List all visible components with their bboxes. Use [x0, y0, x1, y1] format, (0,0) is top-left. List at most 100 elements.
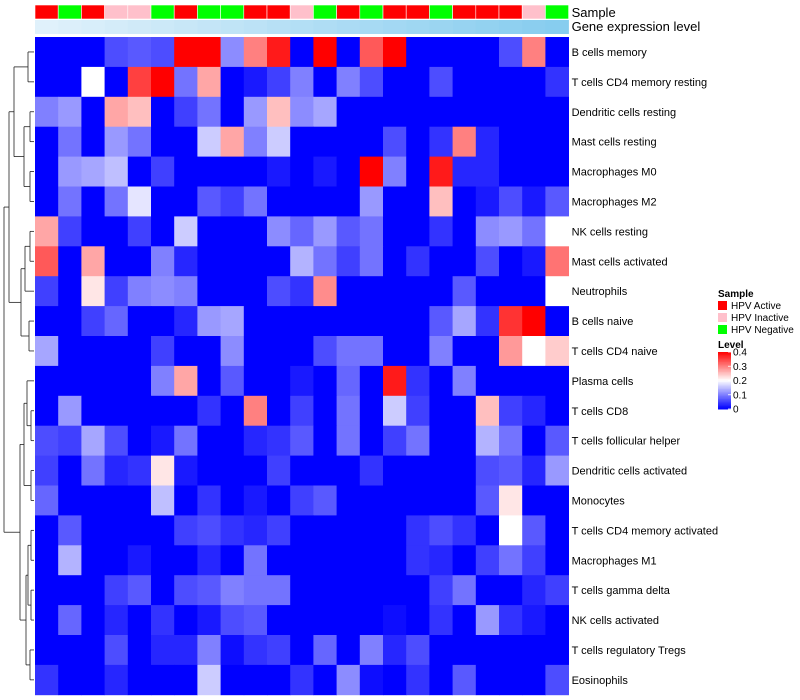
- sample-annotation-cell: [34, 4, 59, 20]
- heatmap-cell: [383, 545, 407, 576]
- heatmap-cell: [267, 156, 291, 187]
- heatmap-cell: [151, 336, 175, 367]
- heatmap-cell: [81, 186, 105, 217]
- row-label: Macrophages M0: [572, 167, 657, 179]
- row-label: Monocytes: [572, 495, 626, 507]
- heatmap-cell: [81, 336, 105, 367]
- heatmap-cell: [336, 246, 361, 277]
- level-legend-gradient-step: [718, 352, 731, 354]
- level-legend-gradient-step: [718, 374, 731, 377]
- heatmap-cell: [452, 246, 477, 277]
- expression-annotation-bar: [35, 20, 569, 34]
- level-legend-gradient-step: [718, 356, 731, 359]
- heatmap-cell: [35, 306, 59, 337]
- heatmap-cell: [104, 575, 129, 606]
- heatmap-cell: [243, 664, 268, 696]
- heatmap-cell: [197, 664, 221, 696]
- row-label: Mast cells resting: [572, 137, 657, 149]
- sample-annotation-cell: [243, 4, 268, 20]
- heatmap-cell: [151, 365, 175, 397]
- heatmap-cell: [475, 425, 500, 456]
- heatmap-cell: [499, 545, 523, 576]
- heatmap-cell: [499, 425, 523, 456]
- heatmap-cell: [220, 336, 245, 367]
- heatmap-cell: [127, 545, 152, 576]
- heatmap-cell: [522, 96, 546, 128]
- heatmap-cell: [545, 37, 569, 68]
- heatmap-cell: [383, 246, 407, 277]
- heatmap-cell: [429, 395, 453, 427]
- heatmap-cell: [151, 485, 175, 516]
- heatmap-cell: [58, 37, 82, 68]
- heatmap-cell: [104, 306, 129, 337]
- heatmap-cell: [58, 216, 82, 247]
- heatmap-cell: [545, 336, 569, 367]
- heatmap-cell: [452, 395, 477, 427]
- level-legend-gradient-step: [718, 401, 731, 404]
- heatmap-cell: [359, 156, 384, 187]
- heatmap-cell: [267, 96, 291, 128]
- heatmap-cell: [545, 276, 569, 307]
- heatmap-cell: [104, 156, 129, 187]
- heatmap-cell: [429, 515, 453, 546]
- heatmap-cell: [267, 186, 291, 217]
- heatmap-cell: [35, 126, 59, 157]
- row-label: Plasma cells: [572, 376, 634, 388]
- heatmap-cell: [243, 515, 268, 546]
- heatmap-cell: [290, 575, 314, 606]
- heatmap-cell: [174, 605, 198, 636]
- expression-annotation-cell: [452, 20, 477, 34]
- row-labels: B cells memory T cells CD4 memory resting…: [572, 47, 719, 687]
- heatmap-cell: [104, 605, 129, 636]
- heatmap-cell: [522, 365, 546, 397]
- heatmap-cell: [336, 545, 361, 576]
- heatmap-cell: [545, 605, 569, 636]
- sample-annotation-cell: [545, 4, 569, 20]
- heatmap-cell: [313, 575, 337, 606]
- heatmap-cell: [220, 126, 245, 157]
- sample-annotation-cell: [57, 4, 82, 20]
- heatmap-cell: [58, 485, 82, 516]
- heatmap-cell: [81, 66, 105, 98]
- heatmap-cell: [243, 37, 268, 68]
- heatmap-cell: [151, 66, 175, 98]
- heatmap-cell: [475, 216, 500, 247]
- heatmap-cell: [35, 545, 59, 576]
- heatmap-cell: [243, 395, 268, 427]
- heatmap-cell: [174, 664, 198, 696]
- heatmap-cell: [127, 186, 152, 217]
- heatmap-cell: [197, 425, 221, 456]
- heatmap-cell: [81, 246, 105, 277]
- heatmap-cell: [406, 395, 430, 427]
- heatmap-cell: [383, 276, 407, 307]
- heatmap-cell: [267, 246, 291, 277]
- sample-annotation-cell: [475, 4, 500, 20]
- heatmap-cell: [452, 66, 477, 98]
- heatmap-cell: [127, 425, 152, 456]
- heatmap-cell: [475, 306, 500, 337]
- heatmap-cell: [475, 336, 500, 367]
- heatmap-cell: [220, 276, 245, 307]
- expression-annotation-cell: [243, 20, 268, 34]
- heatmap-cell: [475, 664, 500, 696]
- heatmap-cell: [313, 246, 337, 277]
- heatmap-cell: [499, 605, 523, 636]
- heatmap-cell: [197, 515, 221, 546]
- expression-annotation-cell: [127, 20, 152, 34]
- heatmap-cell: [383, 306, 407, 337]
- heatmap-cell: [452, 336, 477, 367]
- level-legend-gradient-step: [718, 359, 731, 362]
- heatmap-cell: [197, 306, 221, 337]
- heatmap-cell: [429, 126, 453, 157]
- heatmap-cell: [151, 395, 175, 427]
- heatmap-cell: [220, 515, 245, 546]
- heatmap-cell: [35, 395, 59, 427]
- row-label: NK cells resting: [572, 226, 648, 238]
- heatmap-cell: [35, 336, 59, 367]
- expression-annotation-cell: [104, 20, 129, 34]
- heatmap-cell: [220, 635, 245, 666]
- sample-legend-swatch: [718, 301, 727, 310]
- heatmap-cell: [127, 246, 152, 277]
- heatmap-cell: [151, 635, 175, 666]
